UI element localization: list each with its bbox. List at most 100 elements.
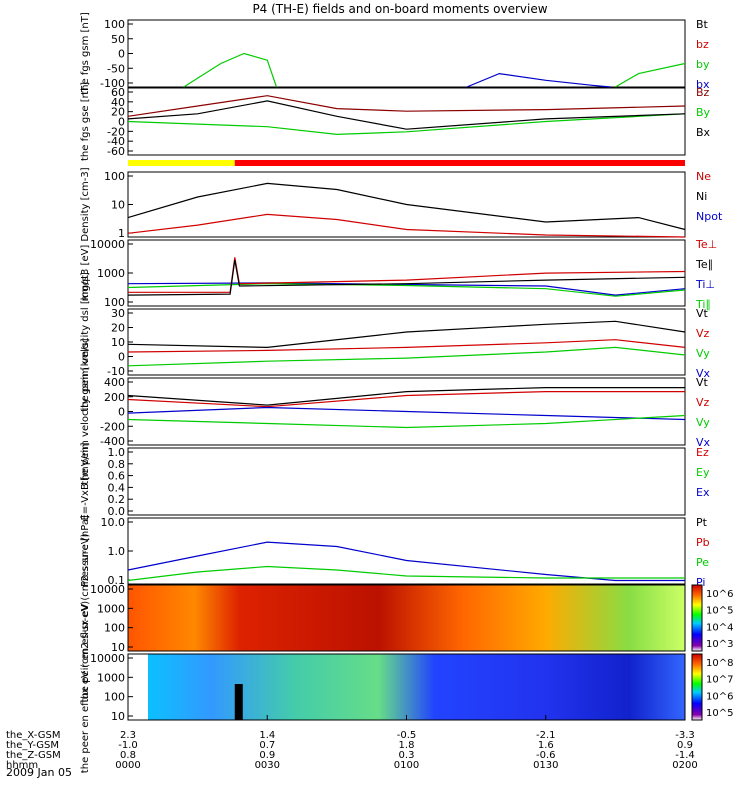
colorbar-tick-label: 10^7 — [706, 675, 733, 686]
panel-1: 100 50 0-50 -100 the fgs gsm [nT] Bt bz by bx — [80, 12, 710, 95]
legend-label: Ti⊥ — [695, 278, 715, 291]
y-axis-label: mgqt3 [eV] — [80, 245, 91, 302]
legend-label: Ni — [696, 190, 707, 203]
legend-label: Ex — [696, 486, 710, 499]
x-axis-labels: the_X-GSM 2.3 1.4 -0.5 -2.1 -3.3 the_Y-GSM -1.0… — [6, 715, 698, 771]
y-tick-label: 50 — [111, 33, 125, 46]
series-line — [127, 213, 686, 238]
spectrogram-gap — [128, 654, 148, 720]
legend-label: Vt — [696, 376, 709, 389]
x-tick-label: -0.5 — [397, 730, 417, 741]
figure-title: P4 (TH-E) fields and on-board moments ov… — [252, 2, 547, 16]
legend-label: Pe — [696, 556, 709, 569]
panel-9: 10^6 10^5 10^4 10^3 10000 1000 100 10 the peir e… — [80, 533, 733, 702]
series-line — [128, 257, 686, 293]
colorbar-tick-label: 10^8 — [706, 658, 733, 669]
y-tick-label: 200 — [104, 391, 125, 404]
y-tick-label: 1 — [118, 227, 125, 240]
legend-label: Ne — [696, 170, 711, 183]
x-tick-label: 0.9 — [677, 740, 693, 751]
panel-frame — [127, 19, 686, 88]
panel-frame — [127, 447, 686, 516]
y-axis-label: the peim velocity dsl [km/s] — [80, 272, 91, 412]
series-line — [127, 259, 686, 296]
series-line — [466, 72, 611, 88]
legend-label: Vz — [696, 327, 710, 340]
y-tick-label: 0 — [118, 48, 125, 61]
colorbar-tick-label: 10^3 — [706, 639, 733, 650]
series-line — [127, 95, 686, 117]
y-axis-label: Pressure [nPa] — [80, 515, 91, 587]
x-tick-label: 0000 — [115, 760, 140, 771]
y-tick-label: 30 — [111, 307, 125, 320]
y-tick-label: 1.0 — [108, 446, 126, 459]
x-tick-label: 0030 — [255, 760, 280, 771]
legend-label: Ti∥ — [695, 298, 711, 311]
x-tick-label: -2.1 — [536, 730, 556, 741]
series-line — [127, 406, 686, 421]
x-tick-label: -1.0 — [118, 740, 138, 751]
y-axis-label: E=-VxB [mV/m] — [80, 442, 91, 520]
y-tick-label: 20 — [111, 322, 125, 335]
x-tick-label: 1.4 — [259, 730, 275, 741]
y-tick-label: 1000 — [97, 671, 125, 684]
spectrogram — [128, 585, 685, 651]
y-tick-label: 10000 — [90, 583, 125, 596]
y-axis-label: Density [cm-3] — [80, 167, 91, 241]
legend-label: bz — [696, 38, 709, 51]
legend-label: Vx — [696, 436, 711, 449]
status-bar-segment — [234, 160, 685, 166]
series-line — [183, 52, 278, 88]
series-line — [127, 100, 686, 130]
colorbar-tick-label: 10^6 — [706, 589, 733, 600]
panel-8: 10.0 1.0 0.1 Pressure [nPa] Pt Pb Pe Pi — [80, 515, 710, 589]
y-tick-label: 10 — [111, 199, 125, 212]
legend-label: Vz — [696, 396, 710, 409]
y-tick-label: 0.4 — [108, 481, 126, 494]
y-tick-label: 10 — [111, 641, 125, 654]
series-line — [127, 113, 686, 136]
y-tick-label: 40 — [111, 96, 125, 109]
y-tick-label: 1000 — [97, 602, 125, 615]
series-line — [127, 283, 686, 297]
figure-date: 2009 Jan 05 — [6, 766, 72, 779]
colorbar — [691, 653, 703, 721]
y-tick-label: -10 — [107, 365, 125, 378]
y-axis-label: the peer en eflux eV (cm2-s-sr-eV) — [80, 601, 91, 773]
panel-frame — [127, 517, 686, 585]
y-tick-label: 0 — [118, 406, 125, 419]
x-tick-label: 0.7 — [259, 740, 275, 751]
status-bar-segment — [128, 160, 235, 166]
y-tick-label: 100 — [104, 622, 125, 635]
y-tick-label: 100 — [104, 691, 125, 704]
colorbar-tick-label: 10^5 — [706, 708, 733, 719]
y-tick-label: 10.0 — [101, 516, 126, 529]
y-axis-label: the fgs gse [nT] — [80, 82, 91, 161]
x-tick-label: -3.3 — [675, 730, 695, 741]
legend-label: bx — [696, 78, 710, 91]
x-axis-row-label: the_X-GSM — [6, 730, 60, 741]
y-axis-label: the fgs gsm [nT] — [80, 12, 91, 95]
y-axis-label: the peir en eflux eV (cm2-s-sr-eV) — [80, 533, 91, 702]
x-axis-row-label: the_Z-GSM — [6, 750, 61, 761]
legend-label: Bx — [696, 126, 711, 139]
y-tick-label: -100 — [100, 77, 125, 90]
colorbar-tick-label: 10^4 — [706, 622, 733, 633]
series-line — [127, 414, 686, 429]
y-tick-label: 0.2 — [108, 493, 126, 506]
panel-7: 1.00.80.60.40.20.0 E=-VxB [mV/m] Ez Ey Ex — [80, 442, 710, 520]
y-tick-label: -20 — [107, 125, 125, 138]
series-line — [615, 62, 686, 88]
y-tick-label: 10000 — [90, 238, 125, 251]
x-tick-label: 0.9 — [259, 750, 275, 761]
y-tick-label: 1000 — [97, 267, 125, 280]
x-tick-label: 2.3 — [120, 730, 136, 741]
colorbar-tick-label: 10^5 — [706, 606, 733, 617]
legend-label: Vt — [696, 307, 709, 320]
y-tick-label: 10 — [111, 710, 125, 723]
x-tick-label: 0130 — [533, 760, 558, 771]
